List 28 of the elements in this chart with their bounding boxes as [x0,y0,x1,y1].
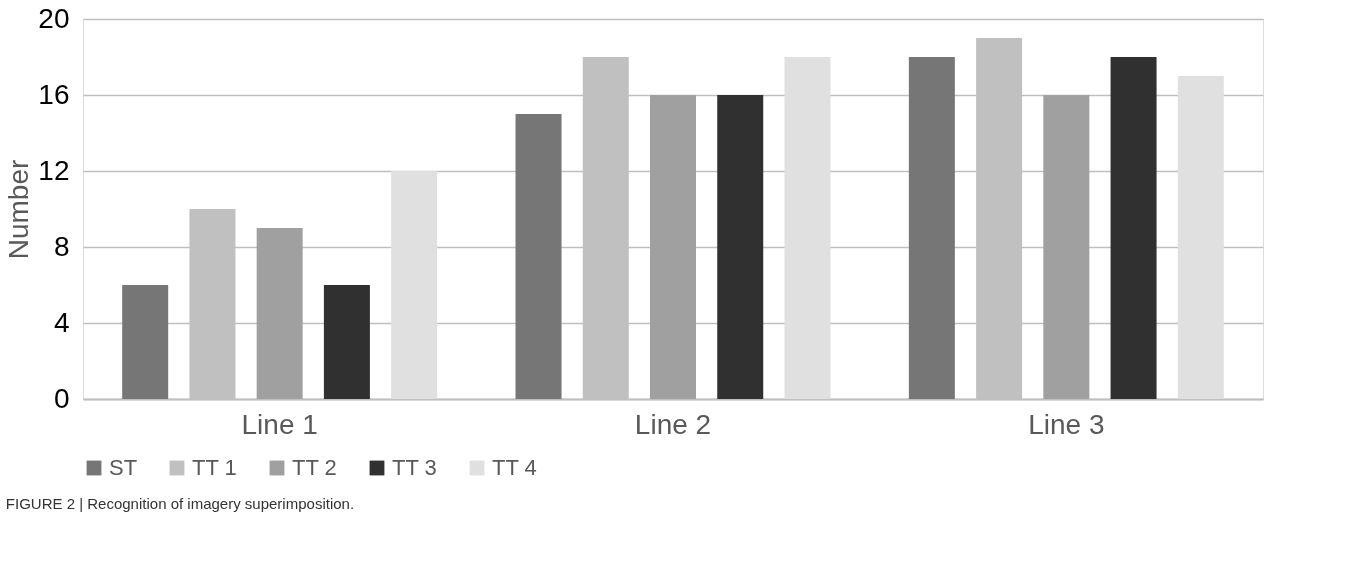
bar [1177,76,1224,399]
legend-label: ST [109,455,138,480]
legend-label: TT 4 [492,455,537,480]
y-tick-label: 0 [53,382,70,414]
bar [256,228,303,399]
y-tick-label: 20 [38,2,70,34]
y-tick-label: 4 [53,306,70,338]
bar [515,114,562,399]
y-tick-label: 12 [38,154,70,186]
x-tick-label: Line 1 [241,408,318,440]
bar [323,285,370,399]
legend-label: TT 2 [292,455,337,480]
caption: FIGURE 2 | Recognition of imagery superimposition. [5,495,355,512]
bar [1043,95,1090,399]
bar [122,285,169,399]
bar [717,95,764,399]
bar [1110,57,1157,399]
y-tick-label: 16 [38,78,70,110]
bar [391,171,438,399]
x-tick-label: Line 2 [634,408,712,440]
bar [650,95,696,399]
bar [784,57,831,399]
bar [908,57,955,399]
legend-label: TT 3 [392,455,437,480]
x-tick-label: Line 3 [1028,408,1105,440]
y-axis-title: Number [3,159,35,260]
y-tick-label: 8 [53,230,70,262]
legend-label: TT 1 [192,455,237,480]
